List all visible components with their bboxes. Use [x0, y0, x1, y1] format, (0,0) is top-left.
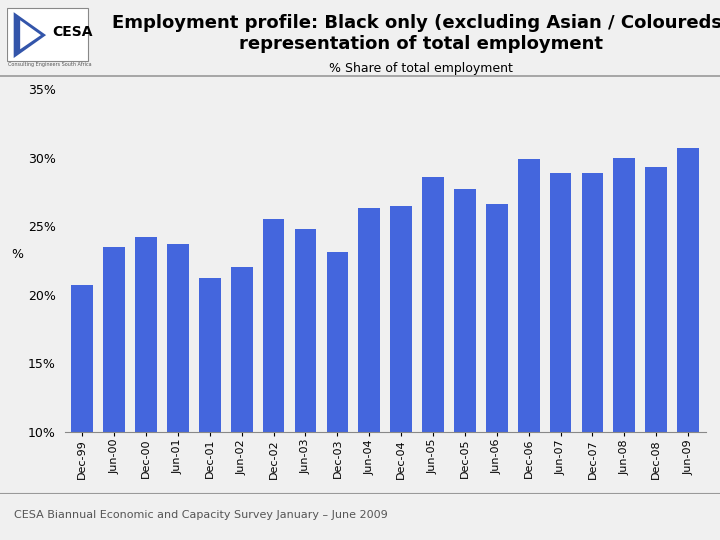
Bar — [454, 189, 476, 432]
Text: CESA: CESA — [53, 25, 93, 39]
Polygon shape — [20, 20, 41, 49]
Bar — [327, 252, 348, 432]
Bar — [422, 177, 444, 432]
Bar — [199, 279, 221, 432]
Bar — [678, 148, 699, 432]
Bar — [104, 247, 125, 432]
Bar — [135, 237, 157, 432]
FancyBboxPatch shape — [7, 8, 88, 60]
Text: Employment profile: Black only (excluding Asian / Coloureds)
representation of t: Employment profile: Black only (excludin… — [112, 14, 720, 53]
Bar — [231, 267, 253, 432]
Bar — [645, 167, 667, 432]
Text: CESA Biannual Economic and Capacity Survey January – June 2009: CESA Biannual Economic and Capacity Surv… — [14, 510, 388, 520]
Text: Consulting Engineers South Africa: Consulting Engineers South Africa — [9, 62, 92, 68]
Polygon shape — [14, 12, 46, 58]
Bar — [486, 204, 508, 432]
Bar — [613, 158, 635, 432]
Bar — [518, 159, 539, 432]
Bar — [263, 219, 284, 432]
Bar — [167, 244, 189, 432]
Y-axis label: %: % — [11, 247, 23, 261]
Bar — [71, 285, 93, 432]
Bar — [294, 229, 316, 432]
Bar — [390, 206, 412, 432]
Text: % Share of total employment: % Share of total employment — [329, 62, 513, 75]
Bar — [549, 173, 572, 432]
Bar — [582, 173, 603, 432]
Bar — [359, 208, 380, 432]
